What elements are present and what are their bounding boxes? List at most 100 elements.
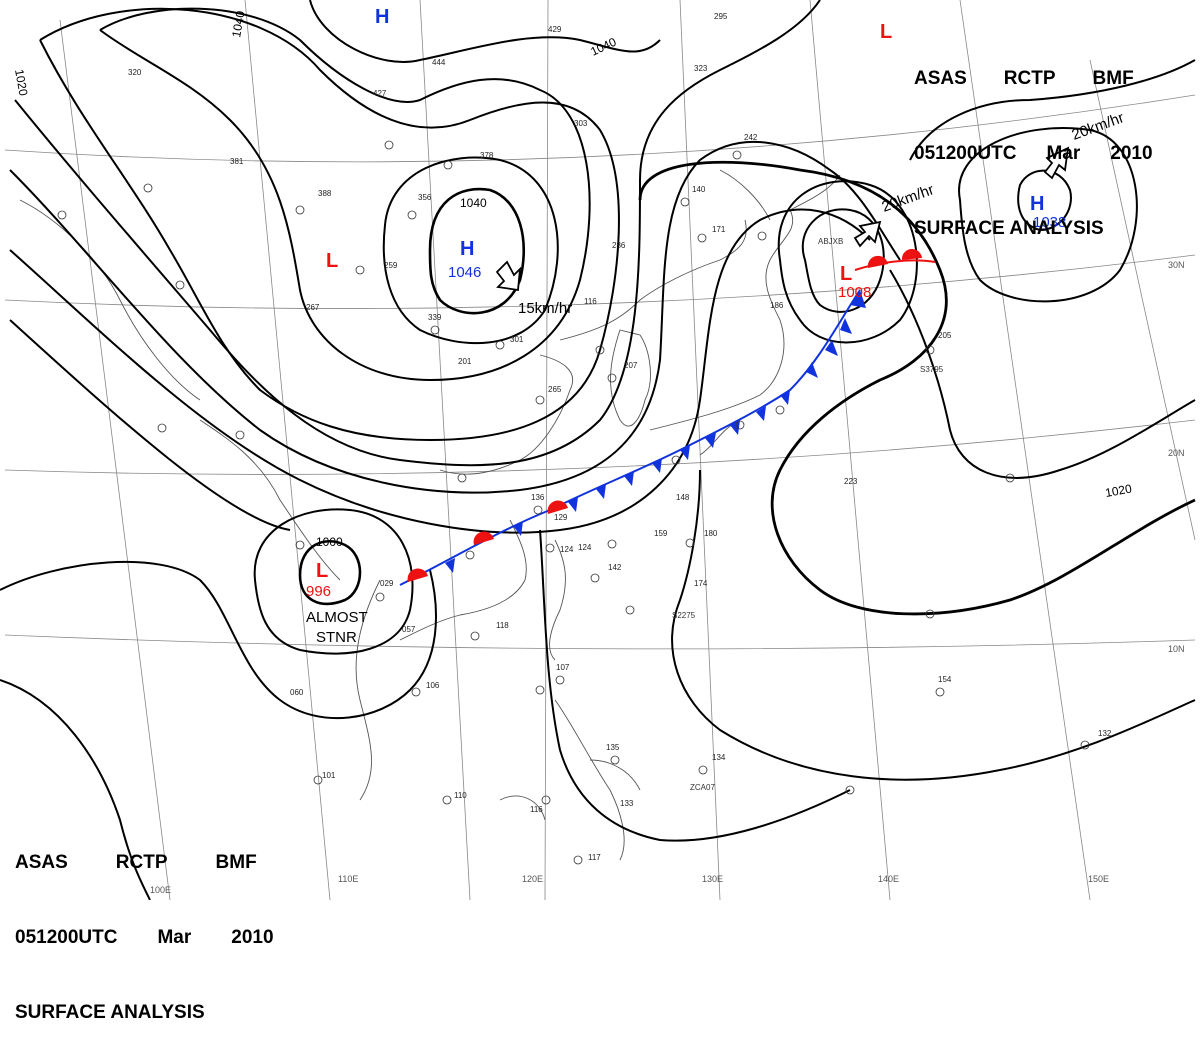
station-pressure: 117	[588, 853, 601, 862]
station-pressure: 201	[458, 357, 472, 366]
station-pressure: 265	[548, 385, 562, 394]
isobar	[539, 529, 851, 842]
low-legend-icon: L	[880, 21, 892, 43]
station-pressure: 207	[624, 361, 638, 370]
motion-label-stnr: STNR	[316, 629, 357, 646]
isobar	[382, 156, 559, 345]
isobar	[801, 208, 885, 313]
header-office: BMF	[215, 852, 257, 873]
ship-id: ZCA07	[690, 783, 715, 792]
isobar-label: 1000	[316, 535, 343, 549]
station-pressure: 223	[844, 477, 858, 486]
station-pressure: 174	[694, 579, 708, 588]
header-source: ASAS	[15, 852, 68, 873]
high-marker: H	[460, 238, 474, 260]
isobar	[777, 180, 918, 344]
warm-front	[407, 248, 936, 582]
isobar	[9, 140, 901, 494]
isobar	[0, 560, 437, 720]
lon-label: 110E	[338, 874, 358, 884]
header-title: SURFACE ANALYSIS	[15, 1002, 205, 1023]
lon-label: 120E	[522, 874, 543, 884]
station-pressure: 301	[510, 335, 524, 344]
station-pressure: 124	[560, 545, 574, 554]
station-pressure: 444	[432, 58, 446, 67]
station-pressure: 286	[612, 241, 626, 250]
station-pressure: 171	[712, 225, 726, 234]
high-marker: H	[1030, 193, 1044, 215]
high-pressure-value: 1046	[448, 264, 481, 281]
low-pressure-value: 996	[306, 583, 331, 600]
isobar-label: 1040	[588, 35, 618, 59]
header-office: BMF	[1092, 68, 1134, 89]
header-bottom-left: ASAS RCTP BMF 051200UTC Mar 2010 SURFACE ANA…	[15, 800, 274, 1050]
ship-observations: S3795 S2275 ZCA07	[672, 365, 944, 792]
station-pressure: 136	[531, 493, 545, 502]
station-pressure: 242	[744, 133, 758, 142]
isobar	[253, 508, 414, 655]
station-pressure: 142	[608, 563, 622, 572]
station-pressure: 154	[938, 675, 952, 684]
isobar	[9, 208, 871, 534]
weather-map: 429 444 320 427 303 378 381 388 356 286 259 267 339 3…	[0, 0, 1196, 900]
station-pressure: 140	[692, 185, 706, 194]
ship-id: S3795	[920, 365, 944, 374]
lon-label: 140E	[878, 874, 899, 884]
station-pressure: 133	[620, 799, 634, 808]
header-station: RCTP	[115, 852, 168, 873]
header-time: 051200UTC	[15, 927, 118, 948]
lat-label: 30N	[1168, 260, 1185, 270]
isobar	[958, 127, 1138, 303]
arrow-icon	[495, 260, 522, 292]
station-pressure: 132	[1098, 729, 1112, 738]
lon-label: 150E	[1088, 874, 1109, 884]
station-pressure: 057	[402, 625, 416, 634]
station-pressure: 110	[454, 791, 467, 800]
station-pressure: 388	[318, 189, 332, 198]
station-pressure: 106	[426, 681, 440, 690]
isobar-label: 1040	[460, 196, 487, 210]
isobar-label: 1020	[12, 68, 30, 97]
low-marker: L	[326, 250, 338, 272]
station-pressure: 180	[704, 529, 718, 538]
isobar	[99, 7, 591, 382]
isobar	[39, 7, 620, 442]
header-month: Mar	[1046, 143, 1081, 164]
isobar	[671, 469, 1196, 781]
station-pressure: 124	[578, 543, 592, 552]
isobar	[9, 319, 291, 531]
station-pressure: 148	[676, 493, 690, 502]
station-pressure: 356	[418, 193, 432, 202]
station-id-label: ABJXB	[818, 237, 843, 246]
cold-front-barbs	[445, 290, 866, 573]
lon-label: 100E	[150, 885, 171, 895]
station-pressure: 429	[548, 25, 562, 34]
lon-label: 130E	[702, 874, 723, 884]
station-pressure: 267	[306, 303, 320, 312]
station-pressure: 060	[290, 688, 304, 697]
motion-arrows	[495, 146, 1070, 292]
isobar	[309, 0, 661, 63]
isobar	[909, 59, 1196, 161]
isobar	[14, 0, 821, 467]
header-month: Mar	[157, 927, 192, 948]
station-pressure: 323	[694, 64, 708, 73]
pressure-systems: H H 1046 15km/hr H 1038 20km/hr L L 1008…	[306, 6, 1126, 646]
cold-front	[399, 289, 866, 586]
header-station: RCTP	[1003, 68, 1056, 89]
graticule-labels: 100E 110E 120E 130E 140E 150E 30N 20N 10…	[150, 260, 1185, 895]
station-pressure: 118	[496, 621, 509, 630]
station-pressure: 029	[380, 579, 394, 588]
station-pressure: 295	[714, 12, 728, 21]
header-source: ASAS	[914, 68, 967, 89]
station-symbols	[57, 140, 1090, 865]
header-year: 2010	[231, 927, 274, 948]
station-pressure: 116	[584, 297, 597, 306]
header-top-right: ASAS RCTP BMF 051200UTC Mar 2010 SURFACE ANA…	[914, 16, 1153, 266]
high-marker: H	[375, 6, 389, 28]
low-pressure-value: 1008	[838, 284, 871, 301]
arrow-icon	[853, 220, 882, 248]
station-pressure: 339	[428, 313, 442, 322]
ship-id: S2275	[672, 611, 696, 620]
station-pressure: 427	[373, 89, 387, 98]
